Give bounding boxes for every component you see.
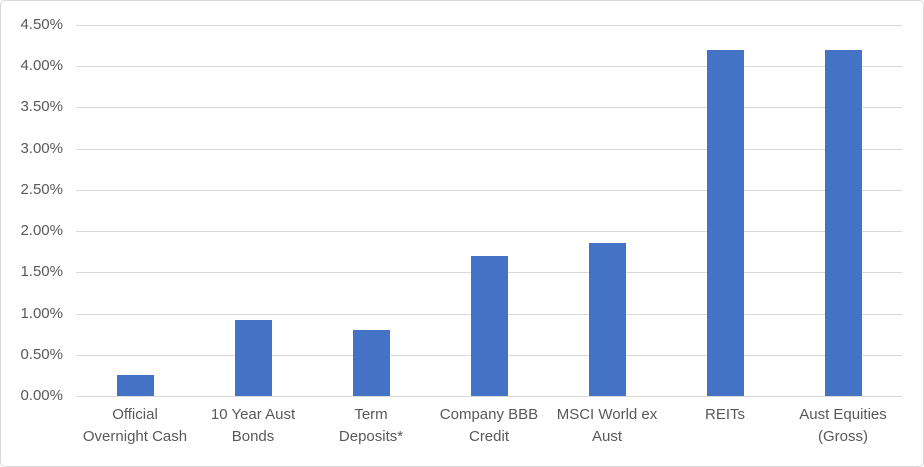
horizontal-gridline: [76, 190, 902, 191]
bar: [707, 50, 744, 396]
horizontal-gridline: [76, 66, 902, 67]
bar: [353, 330, 390, 396]
x-category-label: 10 Year Aust Bonds: [210, 406, 296, 445]
horizontal-gridline: [76, 25, 902, 26]
y-tick-label: 4.50%: [20, 16, 63, 33]
x-category-label: Aust Equities (Gross): [799, 406, 887, 445]
y-tick-label: 0.00%: [20, 387, 63, 404]
bar: [235, 320, 272, 396]
y-tick-label: 1.00%: [20, 305, 63, 322]
y-tick-label: 2.00%: [20, 222, 63, 239]
bar: [471, 256, 508, 396]
bar: [825, 50, 862, 396]
bar: [117, 375, 154, 396]
y-tick-label: 2.50%: [20, 181, 63, 198]
y-tick-label: 3.00%: [20, 140, 63, 157]
x-axis-line: [76, 396, 902, 397]
y-tick-label: 3.50%: [20, 98, 63, 115]
horizontal-gridline: [76, 231, 902, 232]
bar: [589, 243, 626, 396]
x-category-label: Term Deposits*: [338, 406, 404, 445]
x-category-label: REITs: [704, 406, 745, 423]
horizontal-gridline: [76, 107, 902, 108]
horizontal-gridline: [76, 149, 902, 150]
x-category-label: Official Overnight Cash: [82, 406, 188, 445]
y-tick-label: 0.50%: [20, 346, 63, 363]
x-category-label: MSCI World ex Aust: [556, 406, 658, 445]
x-category-label: Company BBB Credit: [439, 406, 539, 445]
y-tick-label: 4.00%: [20, 57, 63, 74]
y-tick-label: 1.50%: [20, 263, 63, 280]
